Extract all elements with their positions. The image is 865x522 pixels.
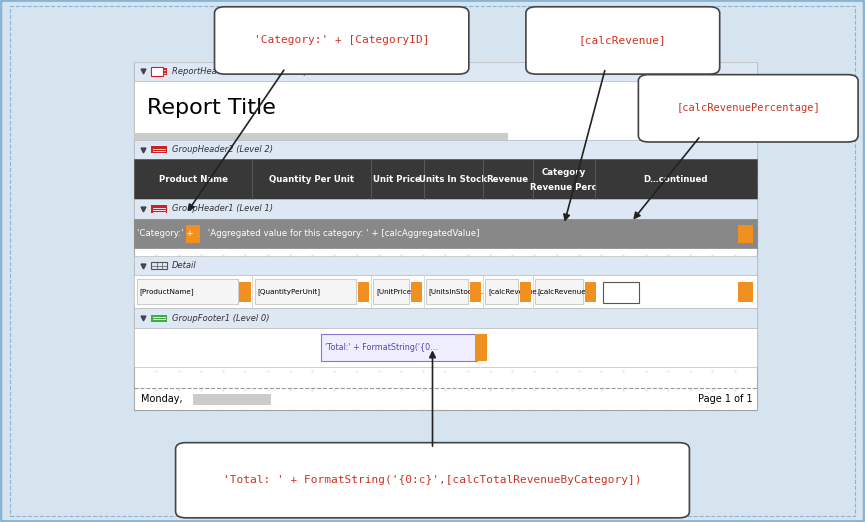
FancyBboxPatch shape [151, 315, 167, 322]
Text: [calcRevenue…: [calcRevenue… [488, 289, 544, 295]
Text: Quantity Per Unit: Quantity Per Unit [269, 175, 354, 184]
Text: [calcRevenuePercentage]: [calcRevenuePercentage] [676, 103, 820, 113]
Text: [UnitPrice…: [UnitPrice… [376, 289, 419, 295]
FancyBboxPatch shape [193, 394, 271, 406]
FancyBboxPatch shape [134, 328, 757, 367]
Text: GroupFooter1 (Level 0): GroupFooter1 (Level 0) [172, 314, 270, 323]
FancyBboxPatch shape [134, 276, 757, 309]
Text: Monday,: Monday, [141, 394, 183, 404]
FancyBboxPatch shape [321, 334, 477, 361]
FancyBboxPatch shape [738, 224, 753, 243]
FancyBboxPatch shape [134, 160, 757, 199]
FancyBboxPatch shape [134, 276, 757, 303]
FancyBboxPatch shape [134, 309, 757, 328]
Text: Revenue Perc: Revenue Perc [530, 183, 597, 192]
Text: [QuantityPerUnit]: [QuantityPerUnit] [258, 289, 321, 295]
FancyBboxPatch shape [358, 282, 369, 302]
Text: [calcRevenue]: [calcRevenue] [579, 35, 667, 45]
FancyBboxPatch shape [426, 279, 468, 304]
FancyBboxPatch shape [585, 282, 596, 302]
Text: Revenue: Revenue [487, 175, 529, 184]
Text: Category: Category [541, 168, 586, 176]
FancyBboxPatch shape [186, 224, 200, 243]
FancyBboxPatch shape [535, 279, 583, 304]
FancyBboxPatch shape [470, 282, 481, 302]
Text: ReportHeader [one band per report]: ReportHeader [one band per report] [172, 67, 324, 76]
FancyBboxPatch shape [485, 279, 518, 304]
Text: 'Category:' +: 'Category:' + [137, 229, 193, 238]
FancyBboxPatch shape [134, 140, 757, 160]
FancyBboxPatch shape [411, 282, 422, 302]
FancyBboxPatch shape [151, 67, 163, 76]
Text: Detail: Detail [172, 261, 197, 270]
FancyBboxPatch shape [134, 256, 757, 276]
FancyBboxPatch shape [176, 443, 689, 518]
FancyBboxPatch shape [134, 81, 757, 140]
FancyBboxPatch shape [475, 334, 487, 361]
FancyBboxPatch shape [151, 146, 167, 153]
Text: Units In Stock: Units In Stock [420, 175, 487, 184]
Text: [calcRevenue…: [calcRevenue… [538, 289, 594, 295]
Text: Product Name: Product Name [159, 175, 227, 184]
FancyBboxPatch shape [603, 282, 638, 303]
FancyBboxPatch shape [638, 75, 858, 142]
FancyBboxPatch shape [137, 279, 238, 304]
FancyBboxPatch shape [215, 7, 469, 74]
FancyBboxPatch shape [151, 68, 167, 75]
Text: 'Aggregated value for this category: ' + [calcAggregatedValue]: 'Aggregated value for this category: ' +… [205, 229, 479, 238]
Text: GroupHeader1 (Level 1): GroupHeader1 (Level 1) [172, 205, 273, 213]
FancyBboxPatch shape [134, 63, 757, 410]
Text: [UnitsInStock…: [UnitsInStock… [429, 289, 484, 295]
Text: [ProductName]: [ProductName] [139, 289, 194, 295]
Text: 'Total: ' + FormatString('{0:c}',[calcTotalRevenueByCategory]): 'Total: ' + FormatString('{0:c}',[calcTo… [223, 475, 642, 485]
FancyBboxPatch shape [526, 7, 720, 74]
FancyBboxPatch shape [134, 199, 757, 219]
FancyBboxPatch shape [520, 282, 531, 302]
FancyBboxPatch shape [240, 282, 251, 302]
FancyBboxPatch shape [134, 133, 508, 140]
Text: Unit Price: Unit Price [374, 175, 421, 184]
FancyBboxPatch shape [738, 282, 753, 302]
Text: 'Total:' + FormatString('{0…: 'Total:' + FormatString('{0… [325, 343, 439, 352]
FancyBboxPatch shape [374, 279, 409, 304]
Text: Report Title: Report Title [147, 98, 276, 117]
Text: Page 1 of 1: Page 1 of 1 [698, 394, 753, 404]
Text: 'Category:' + [CategoryID]: 'Category:' + [CategoryID] [254, 35, 429, 45]
FancyBboxPatch shape [134, 62, 757, 81]
FancyBboxPatch shape [134, 219, 757, 247]
FancyBboxPatch shape [255, 279, 356, 304]
Text: GroupHeader2 (Level 2): GroupHeader2 (Level 2) [172, 145, 273, 154]
Text: D…continued: D…continued [644, 175, 708, 184]
FancyBboxPatch shape [151, 205, 167, 212]
